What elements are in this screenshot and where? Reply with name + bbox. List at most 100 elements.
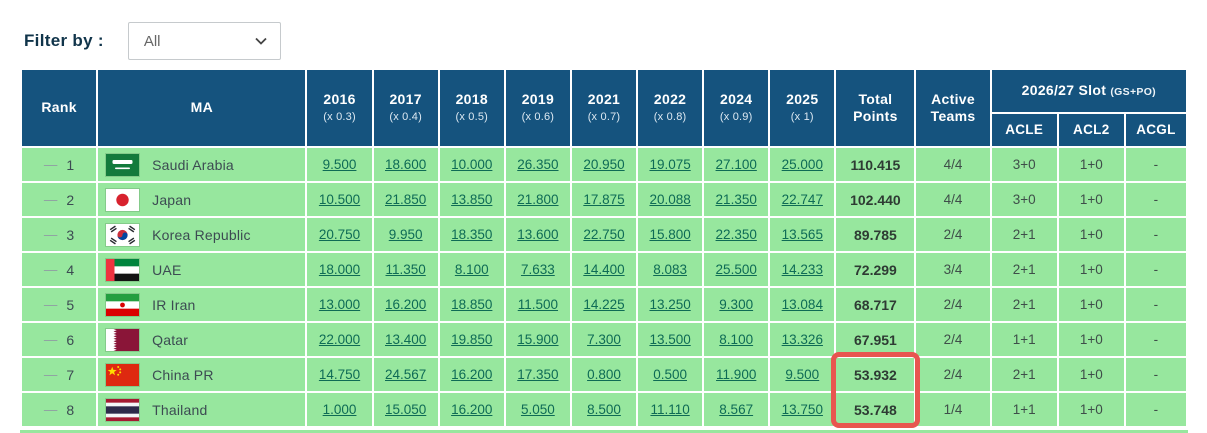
rank-cell: —4 [22,253,97,286]
score-link[interactable]: 21.800 [517,192,559,207]
score-link[interactable]: 13.250 [649,297,691,312]
ranking-table: Rank MA 2016 (x 0.3) 2017 (x 0.4) 2018 (x 0… [20,68,1188,428]
score-cell: 19.075 [638,148,703,181]
score-link[interactable]: 0.800 [587,367,621,382]
acle-slot-cell: 2+1 [991,218,1057,251]
score-link[interactable]: 13.565 [781,227,823,242]
flag-thailand-icon [106,398,140,421]
score-link[interactable]: 18.850 [451,297,493,312]
score-link[interactable]: 18.600 [385,157,427,172]
score-link[interactable]: 20.950 [583,157,625,172]
score-link[interactable]: 11.500 [517,297,559,312]
score-link[interactable]: 22.000 [318,332,361,347]
header-acle: ACLE [991,114,1057,146]
rank-number: 2 [66,191,75,208]
rank-movement-dash-icon: — [43,157,58,172]
score-link[interactable]: 8.083 [653,262,687,277]
score-link[interactable]: 8.100 [719,332,754,347]
score-link[interactable]: 18.350 [451,227,493,242]
score-link[interactable]: 21.350 [715,192,757,207]
score-cell: 15.900 [505,323,570,356]
score-link[interactable]: 25.500 [715,262,757,277]
filter-dropdown[interactable]: All [127,22,281,60]
score-link[interactable]: 11.350 [385,262,426,277]
header-year-2022: 2022 (x 0.8) [638,70,703,146]
score-link[interactable]: 22.750 [583,227,625,242]
score-link[interactable]: 14.233 [781,262,823,277]
score-link[interactable]: 14.400 [583,262,625,277]
score-link[interactable]: 27.100 [715,157,757,172]
rank-cell: —6 [22,323,97,356]
score-link[interactable]: 16.200 [385,297,427,312]
score-link[interactable]: 19.075 [649,157,691,172]
score-link[interactable]: 7.300 [587,332,621,347]
table-header: Rank MA 2016 (x 0.3) 2017 (x 0.4) 2018 (x 0… [22,70,1186,146]
score-link[interactable]: 9.500 [785,367,820,382]
score-link[interactable]: 16.200 [451,402,493,417]
score-link[interactable]: 20.088 [649,192,691,207]
score-link[interactable]: 22.747 [781,192,823,207]
score-link[interactable]: 13.326 [781,332,823,347]
score-link[interactable]: 19.850 [451,332,493,347]
rank-movement-dash-icon: — [43,297,58,312]
country-cell: Japan [98,183,306,216]
score-cell: 9.500 [307,148,372,181]
score-link[interactable]: 8.500 [587,402,621,417]
score-link[interactable]: 15.050 [385,402,427,417]
total-points-cell: 72.299 [836,253,915,286]
score-link[interactable]: 25.000 [781,157,823,172]
score-link[interactable]: 20.750 [318,227,361,242]
table-row: —7 China PR 14.750 24.567 16.200 17.350 0.800 0… [22,358,1186,391]
score-link[interactable]: 8.100 [454,262,489,277]
table-row: —1 Saudi Arabia 9.500 18.600 10.000 26.350 20.… [22,148,1186,181]
score-cell: 14.400 [571,253,637,286]
score-link[interactable]: 13.600 [517,227,559,242]
score-link[interactable]: 17.875 [583,192,625,207]
score-link[interactable]: 0.500 [653,367,687,382]
score-link[interactable]: 11.110 [650,402,690,417]
score-link[interactable]: 26.350 [517,157,559,172]
rank-number: 6 [66,331,75,348]
country-name: Japan [152,191,192,208]
score-link[interactable]: 14.225 [583,297,625,312]
score-link[interactable]: 13.084 [781,297,823,312]
score-link[interactable]: 13.750 [781,402,823,417]
score-link[interactable]: 1.000 [322,402,357,417]
flag-ir-iran-icon [106,293,140,316]
acle-slot-cell: 1+1 [991,393,1057,426]
score-link[interactable]: 9.950 [388,227,423,242]
score-link[interactable]: 13.500 [649,332,691,347]
score-cell: 22.350 [704,218,769,251]
score-link[interactable]: 21.850 [385,192,427,207]
score-cell: 14.750 [307,358,372,391]
score-link[interactable]: 18.000 [318,262,361,277]
score-link[interactable]: 13.400 [385,332,427,347]
score-link[interactable]: 15.800 [649,227,691,242]
score-link[interactable]: 11.900 [716,367,757,382]
score-link[interactable]: 10.000 [451,157,493,172]
score-link[interactable]: 24.567 [385,367,427,382]
score-cell: 10.000 [439,148,504,181]
score-link[interactable]: 5.050 [520,402,555,417]
score-link[interactable]: 15.900 [517,332,559,347]
score-cell: 20.088 [638,183,703,216]
score-link[interactable]: 10.500 [318,192,361,207]
score-cell: 9.300 [704,288,769,321]
acle-slot-cell: 2+1 [991,358,1057,391]
score-link[interactable]: 17.350 [517,367,559,382]
score-link[interactable]: 9.300 [719,297,754,312]
score-link[interactable]: 9.500 [322,157,357,172]
score-cell: 13.000 [307,288,372,321]
acgl-slot-cell: - [1125,288,1186,321]
score-link[interactable]: 13.000 [318,297,361,312]
score-link[interactable]: 13.850 [451,192,493,207]
rank-number: 5 [66,296,75,313]
score-link[interactable]: 16.200 [451,367,493,382]
acl2-slot-cell: 1+0 [1058,393,1124,426]
total-points-cell: 67.951 [836,323,915,356]
score-link[interactable]: 22.350 [715,227,757,242]
score-link[interactable]: 7.633 [520,262,555,277]
score-link[interactable]: 14.750 [318,367,361,382]
score-link[interactable]: 8.567 [719,402,754,417]
table-row: —5 IR Iran 13.000 16.200 18.850 11.500 14.225 1… [22,288,1186,321]
